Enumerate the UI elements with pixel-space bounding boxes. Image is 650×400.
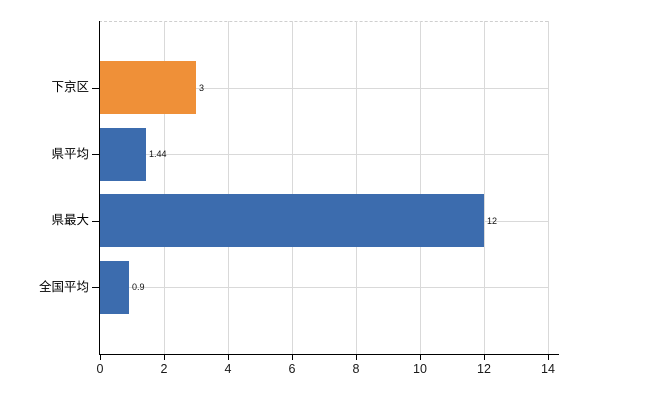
x-tick-mark (292, 355, 293, 360)
value-label: 1.44 (149, 149, 167, 159)
gridline-vertical (548, 21, 549, 354)
plot-top-border (99, 21, 548, 22)
x-tick-mark (228, 355, 229, 360)
y-tick-mark (92, 221, 99, 222)
gridline-vertical (228, 21, 229, 354)
gridline-vertical (484, 21, 485, 354)
x-tick-label: 10 (413, 362, 427, 376)
gridline-horizontal (100, 287, 548, 288)
y-axis (99, 21, 100, 354)
x-tick-label: 12 (477, 362, 491, 376)
gridline-horizontal (100, 154, 548, 155)
category-label: 県最大 (51, 213, 89, 227)
category-label: 県平均 (51, 147, 89, 161)
y-tick-mark (92, 287, 99, 288)
x-tick-label: 0 (96, 362, 104, 376)
gridline-vertical (420, 21, 421, 354)
gridline-vertical (292, 21, 293, 354)
x-tick-label: 6 (288, 362, 296, 376)
y-tick-mark (92, 154, 99, 155)
x-axis (99, 354, 559, 355)
gridline-vertical (356, 21, 357, 354)
bar-全国平均 (100, 261, 129, 314)
x-tick-mark (420, 355, 421, 360)
bar-県最大 (100, 194, 484, 247)
value-label: 0.9 (132, 282, 145, 292)
category-label: 全国平均 (38, 280, 89, 294)
bar-下京区 (100, 61, 196, 114)
x-tick-mark (484, 355, 485, 360)
x-tick-label: 2 (160, 362, 168, 376)
value-label: 3 (199, 83, 205, 93)
gridline-horizontal (100, 88, 548, 89)
bar-県平均 (100, 128, 146, 181)
x-tick-mark (548, 355, 549, 360)
y-tick-mark (92, 88, 99, 89)
x-tick-label: 14 (541, 362, 555, 376)
x-tick-mark (356, 355, 357, 360)
gridline-vertical (164, 21, 165, 354)
value-label: 12 (487, 216, 498, 226)
x-tick-label: 8 (352, 362, 360, 376)
category-label: 下京区 (51, 80, 89, 94)
x-tick-mark (164, 355, 165, 360)
x-tick-label: 4 (224, 362, 232, 376)
x-tick-mark (100, 355, 101, 360)
